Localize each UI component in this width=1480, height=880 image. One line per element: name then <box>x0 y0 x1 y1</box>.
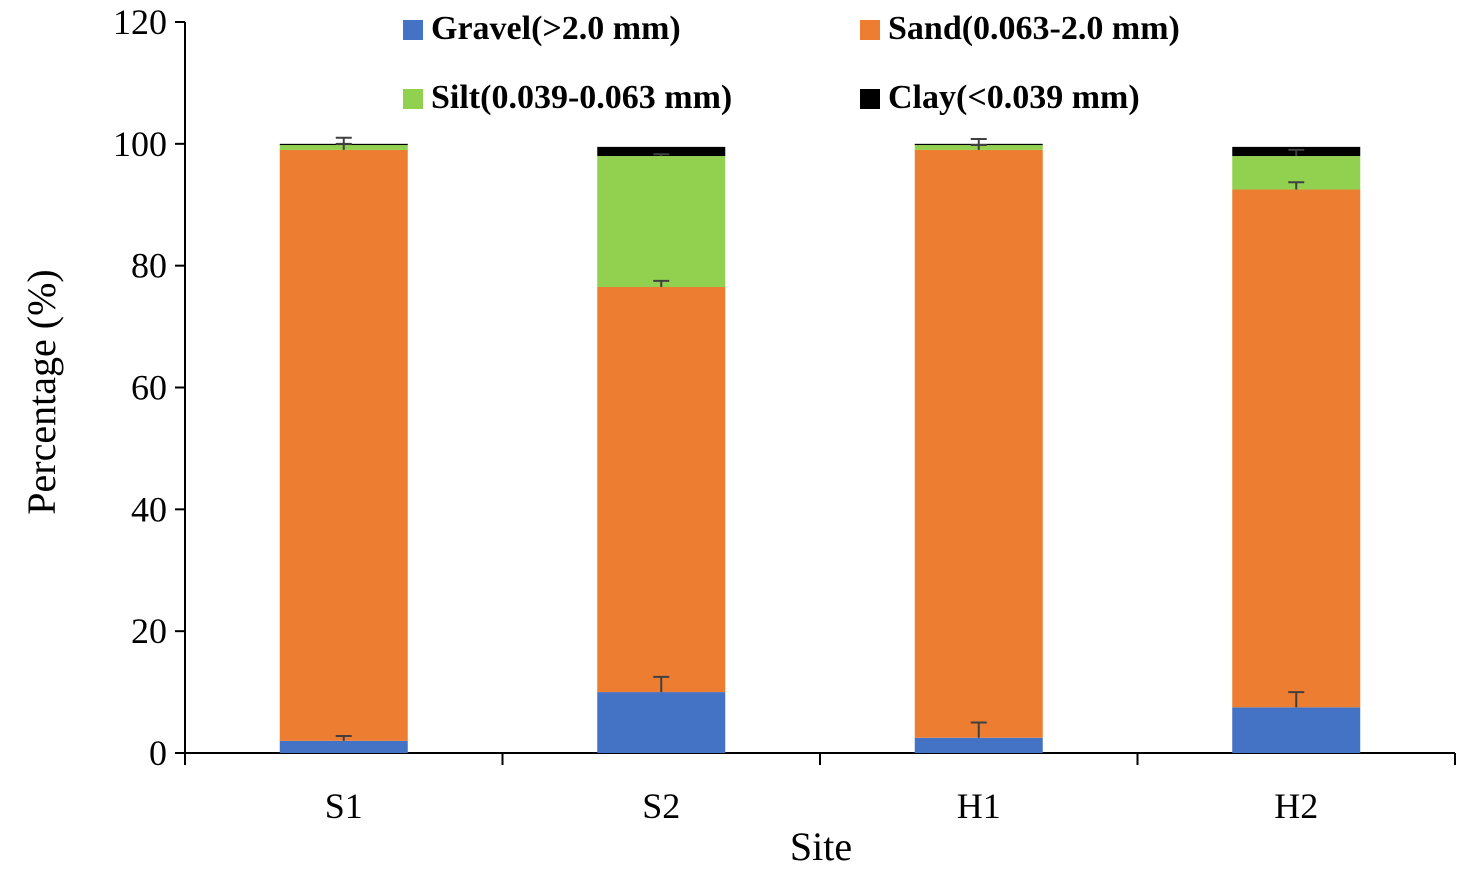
y-tick-label: 100 <box>113 124 167 164</box>
y-tick-label: 0 <box>149 733 167 773</box>
bar-segment <box>279 740 408 753</box>
bar-segment <box>1232 189 1361 708</box>
y-axis-title: Percentage (%) <box>19 269 64 514</box>
legend-swatch <box>860 89 880 109</box>
bar-segment <box>914 737 1043 753</box>
bar-segment <box>279 149 408 741</box>
y-tick-label: 60 <box>131 368 167 408</box>
y-tick-label: 20 <box>131 611 167 651</box>
bar-segment <box>597 286 726 693</box>
legend-label: Clay(<0.039 mm) <box>888 79 1140 116</box>
legend-label: Gravel(>2.0 mm) <box>431 10 681 47</box>
bar-segment <box>914 149 1043 738</box>
x-tick-label: H1 <box>957 786 1001 826</box>
legend-swatch <box>403 89 423 109</box>
x-axis-title: Site <box>790 824 852 869</box>
bar-segment <box>597 146 726 157</box>
x-tick-label: H2 <box>1274 786 1318 826</box>
bar-segment <box>597 692 726 753</box>
y-tick-label: 120 <box>113 2 167 42</box>
y-tick-label: 40 <box>131 489 167 529</box>
bar-segment <box>597 156 726 287</box>
legend-swatch <box>403 20 423 40</box>
x-tick-label: S1 <box>325 786 363 826</box>
y-tick-label: 80 <box>131 246 167 286</box>
legend-label: Sand(0.063-2.0 mm) <box>888 10 1180 47</box>
bar-segment <box>1232 707 1361 753</box>
legend-swatch <box>860 20 880 40</box>
bars <box>279 143 1361 753</box>
legend: Gravel(>2.0 mm) Sand(0.063-2.0 mm) Silt(0.… <box>403 10 1180 116</box>
x-tick-label: S2 <box>642 786 680 826</box>
error-bars <box>335 136 1305 741</box>
axes: 0 20 40 60 80 100 120 S1 S2 H1 H2 <box>113 2 1456 826</box>
legend-label: Silt(0.039-0.063 mm) <box>431 79 732 116</box>
